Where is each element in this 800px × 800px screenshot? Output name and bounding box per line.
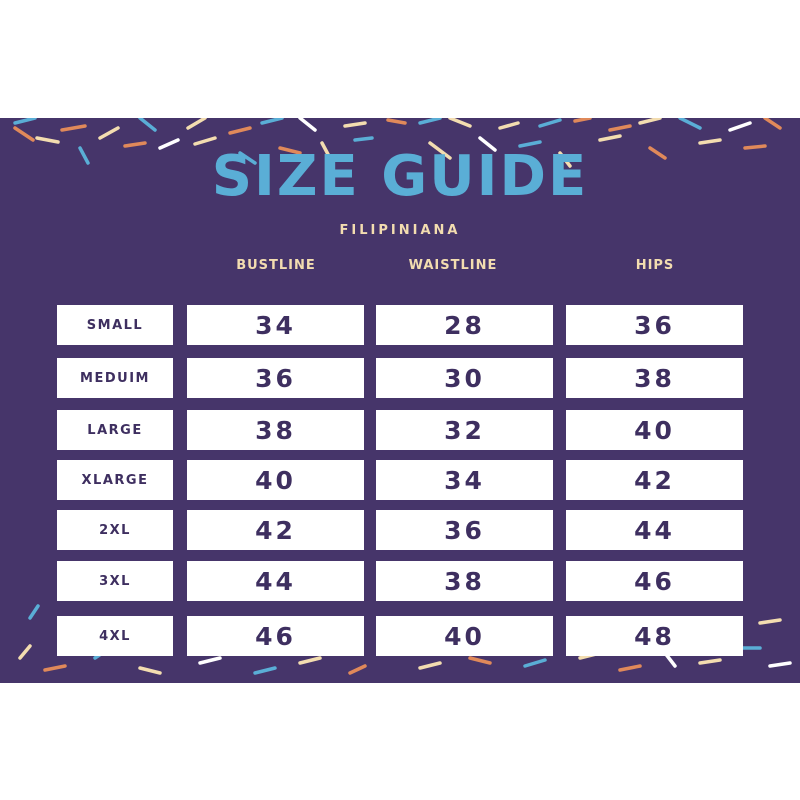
confetti-sprinkle	[573, 118, 592, 123]
size-label: XLARGE	[57, 460, 173, 500]
confetti-sprinkle	[608, 124, 632, 132]
confetti-sprinkle	[278, 146, 302, 155]
confetti-sprinkle	[523, 658, 547, 668]
confetti-sprinkle	[138, 666, 162, 675]
measurement-cell: 42	[566, 460, 743, 500]
measurement-cell: 36	[566, 305, 743, 345]
measurement-cell: 30	[376, 358, 553, 398]
size-label: 2XL	[57, 510, 173, 550]
measurement-cell: 40	[566, 410, 743, 450]
measurement-cell: 38	[187, 410, 364, 450]
measurement-cell: 44	[566, 510, 743, 550]
confetti-sprinkle	[538, 118, 562, 128]
measurement-cell: 28	[376, 305, 553, 345]
measurement-cell: 46	[566, 561, 743, 601]
confetti-sprinkle	[758, 618, 782, 625]
measurement-cell: 44	[187, 561, 364, 601]
confetti-sprinkle	[320, 141, 332, 160]
confetti-sprinkle	[186, 118, 207, 130]
confetti-sprinkle	[468, 656, 492, 665]
confetti-sprinkle	[298, 118, 317, 132]
column-header-bustline: BUSTLINE	[236, 258, 316, 273]
confetti-sprinkle	[618, 664, 642, 672]
confetti-sprinkle	[13, 126, 35, 142]
column-header-waistline: WAISTLINE	[408, 258, 498, 273]
confetti-sprinkle	[698, 658, 722, 665]
confetti-sprinkle	[448, 118, 472, 128]
size-label: LARGE	[57, 410, 173, 450]
confetti-sprinkle	[678, 118, 702, 130]
confetti-sprinkle	[418, 118, 442, 125]
confetti-decoration	[13, 118, 792, 675]
confetti-sprinkle	[98, 126, 120, 140]
confetti-sprinkle	[348, 664, 367, 675]
confetti-sprinkle	[638, 118, 662, 125]
confetti-sprinkle	[253, 666, 277, 675]
confetti-sprinkle	[18, 644, 32, 660]
confetti-sprinkle	[228, 126, 252, 135]
confetti-sprinkle	[13, 118, 37, 125]
measurement-cell: 34	[187, 305, 364, 345]
confetti-sprinkle	[238, 151, 257, 165]
measurement-cell: 38	[566, 358, 743, 398]
size-label: SMALL	[57, 305, 173, 345]
confetti-sprinkle	[763, 118, 782, 130]
confetti-sprinkle	[60, 124, 87, 132]
confetti-sprinkle	[298, 656, 322, 665]
confetti-sprinkle	[518, 140, 542, 148]
size-guide-panel: SIZE GUIDE FILIPINIANA BUSTLINE WAISTLIN…	[0, 118, 800, 683]
confetti-sprinkle	[123, 141, 147, 148]
confetti-sprinkle	[386, 118, 407, 125]
confetti-sprinkle	[28, 604, 40, 620]
size-label: 4XL	[57, 616, 173, 656]
confetti-sprinkle	[498, 121, 520, 130]
measurement-cell: 32	[376, 410, 553, 450]
confetti-sprinkle	[728, 121, 752, 132]
measurement-cell: 36	[376, 510, 553, 550]
confetti-sprinkle	[260, 118, 284, 125]
confetti-sprinkle	[35, 136, 60, 144]
confetti-sprinkle	[478, 136, 497, 152]
confetti-sprinkle	[428, 141, 452, 160]
confetti-sprinkle	[768, 661, 792, 668]
measurement-cell: 36	[187, 358, 364, 398]
measurement-cell: 40	[376, 616, 553, 656]
measurement-cell: 48	[566, 616, 743, 656]
confetti-sprinkle	[418, 661, 442, 670]
confetti-sprinkle	[78, 146, 90, 165]
confetti-sprinkle	[343, 121, 367, 128]
confetti-sprinkle	[698, 138, 722, 145]
confetti-sprinkle	[558, 151, 572, 168]
confetti-sprinkle	[138, 118, 157, 132]
measurement-cell: 46	[187, 616, 364, 656]
subtitle: FILIPINIANA	[339, 223, 461, 238]
measurement-cell: 42	[187, 510, 364, 550]
confetti-sprinkle	[193, 136, 217, 146]
confetti-sprinkle	[158, 138, 180, 150]
measurement-cell: 34	[376, 460, 553, 500]
measurement-cell: 40	[187, 460, 364, 500]
confetti-sprinkle	[43, 664, 67, 672]
confetti-sprinkle	[743, 144, 767, 150]
measurement-cell: 38	[376, 561, 553, 601]
size-label: MEDUIM	[57, 358, 173, 398]
page-title: SIZE GUIDE	[211, 144, 589, 209]
confetti-sprinkle	[353, 136, 374, 142]
confetti-sprinkle	[648, 146, 667, 160]
size-label: 3XL	[57, 561, 173, 601]
column-header-hips: HIPS	[635, 258, 675, 273]
confetti-sprinkle	[198, 656, 222, 665]
confetti-sprinkle	[598, 134, 622, 142]
